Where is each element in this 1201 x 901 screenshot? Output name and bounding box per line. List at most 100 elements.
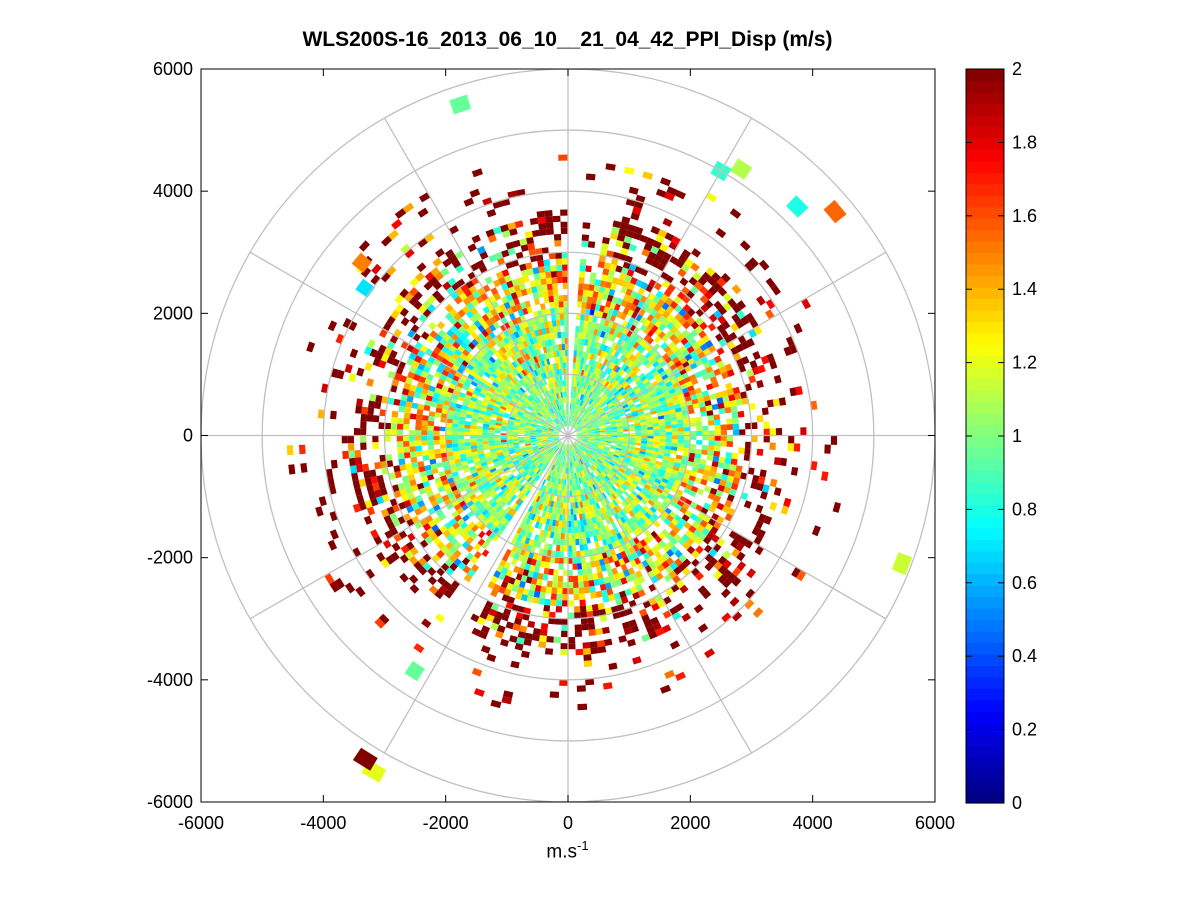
data-cell bbox=[610, 446, 617, 450]
data-cell bbox=[489, 448, 497, 452]
data-cell bbox=[482, 398, 490, 404]
data-cell bbox=[517, 411, 524, 416]
data-cell bbox=[484, 414, 491, 419]
data-cell bbox=[576, 437, 583, 440]
data-cell bbox=[503, 452, 510, 457]
data-cell bbox=[599, 443, 605, 446]
data-cell bbox=[597, 407, 603, 413]
data-cell bbox=[553, 436, 559, 438]
data-cell bbox=[622, 441, 629, 444]
data-cell bbox=[553, 437, 560, 440]
data-cell bbox=[659, 428, 666, 433]
data-cell bbox=[515, 498, 522, 505]
data-cell bbox=[645, 414, 652, 419]
data-cell bbox=[557, 532, 562, 540]
data-cell bbox=[564, 420, 567, 427]
data-cell bbox=[588, 579, 595, 587]
data-cell bbox=[542, 372, 548, 379]
data-cell bbox=[646, 398, 654, 404]
data-cell bbox=[608, 463, 614, 468]
data-cell bbox=[486, 653, 497, 663]
data-cell bbox=[543, 385, 548, 391]
data-cell bbox=[530, 455, 537, 460]
data-cell bbox=[573, 593, 580, 601]
data-cell bbox=[562, 594, 568, 601]
data-cell bbox=[542, 365, 548, 373]
data-cell bbox=[526, 447, 533, 451]
data-cell bbox=[492, 472, 500, 479]
data-cell bbox=[508, 420, 515, 424]
data-cell bbox=[613, 491, 620, 499]
data-cell bbox=[537, 444, 544, 448]
data-cell bbox=[574, 386, 577, 393]
data-cell bbox=[524, 489, 531, 497]
data-cell bbox=[602, 461, 609, 466]
data-cell bbox=[707, 445, 715, 451]
data-cell bbox=[518, 426, 525, 430]
data-cell bbox=[565, 420, 567, 427]
data-cell bbox=[578, 477, 582, 484]
data-cell bbox=[582, 456, 587, 463]
data-cell bbox=[586, 378, 591, 385]
data-cell bbox=[657, 411, 664, 417]
data-cell bbox=[563, 301, 568, 308]
data-cell bbox=[476, 435, 483, 439]
data-cell bbox=[730, 405, 738, 413]
data-cell bbox=[597, 418, 603, 423]
data-cell bbox=[553, 569, 559, 576]
data-cell bbox=[579, 501, 584, 508]
data-cell bbox=[611, 438, 618, 441]
data-cell bbox=[554, 393, 558, 400]
data-cell bbox=[408, 574, 419, 584]
data-cell bbox=[551, 476, 555, 483]
data-cell bbox=[556, 587, 563, 595]
data-cell bbox=[575, 417, 580, 424]
data-cell bbox=[480, 645, 491, 654]
data-cell bbox=[577, 437, 583, 439]
data-cell bbox=[606, 391, 612, 398]
data-cell bbox=[600, 402, 606, 408]
data-cell bbox=[428, 321, 437, 331]
data-cell bbox=[553, 489, 557, 496]
data-cell bbox=[590, 504, 596, 511]
data-cell bbox=[632, 467, 640, 473]
data-cell bbox=[599, 441, 606, 444]
data-cell bbox=[552, 477, 556, 484]
data-cell bbox=[491, 470, 498, 476]
data-cell bbox=[570, 461, 573, 468]
data-cell bbox=[647, 435, 654, 439]
data-cell bbox=[483, 417, 491, 422]
data-cell bbox=[421, 420, 429, 426]
data-cell bbox=[542, 428, 549, 431]
data-cell bbox=[756, 448, 764, 456]
data-cell bbox=[571, 380, 574, 387]
data-cell bbox=[582, 464, 586, 470]
data-cell bbox=[702, 430, 709, 436]
data-cell bbox=[502, 476, 509, 483]
data-cell bbox=[595, 628, 604, 636]
data-cell bbox=[760, 491, 768, 500]
data-cell bbox=[495, 420, 503, 424]
data-cell bbox=[554, 419, 559, 425]
data-cell bbox=[554, 618, 562, 625]
data-cell bbox=[718, 456, 726, 464]
data-cell bbox=[446, 422, 453, 428]
data-cell bbox=[553, 431, 560, 434]
data-cell bbox=[557, 398, 561, 405]
data-cell bbox=[580, 357, 585, 364]
data-cell bbox=[546, 474, 551, 481]
data-cell bbox=[582, 437, 589, 440]
data-cell bbox=[535, 414, 542, 419]
data-cell bbox=[729, 596, 740, 607]
data-cell bbox=[632, 451, 640, 456]
data-cell bbox=[609, 471, 615, 477]
data-cell bbox=[560, 539, 565, 546]
data-cell bbox=[553, 301, 559, 308]
data-cell bbox=[480, 461, 488, 467]
data-cell bbox=[614, 450, 621, 455]
data-cell bbox=[535, 475, 541, 482]
data-cell bbox=[561, 337, 565, 345]
data-cell bbox=[573, 472, 576, 479]
data-cell bbox=[516, 390, 523, 397]
data-cell bbox=[532, 377, 538, 384]
